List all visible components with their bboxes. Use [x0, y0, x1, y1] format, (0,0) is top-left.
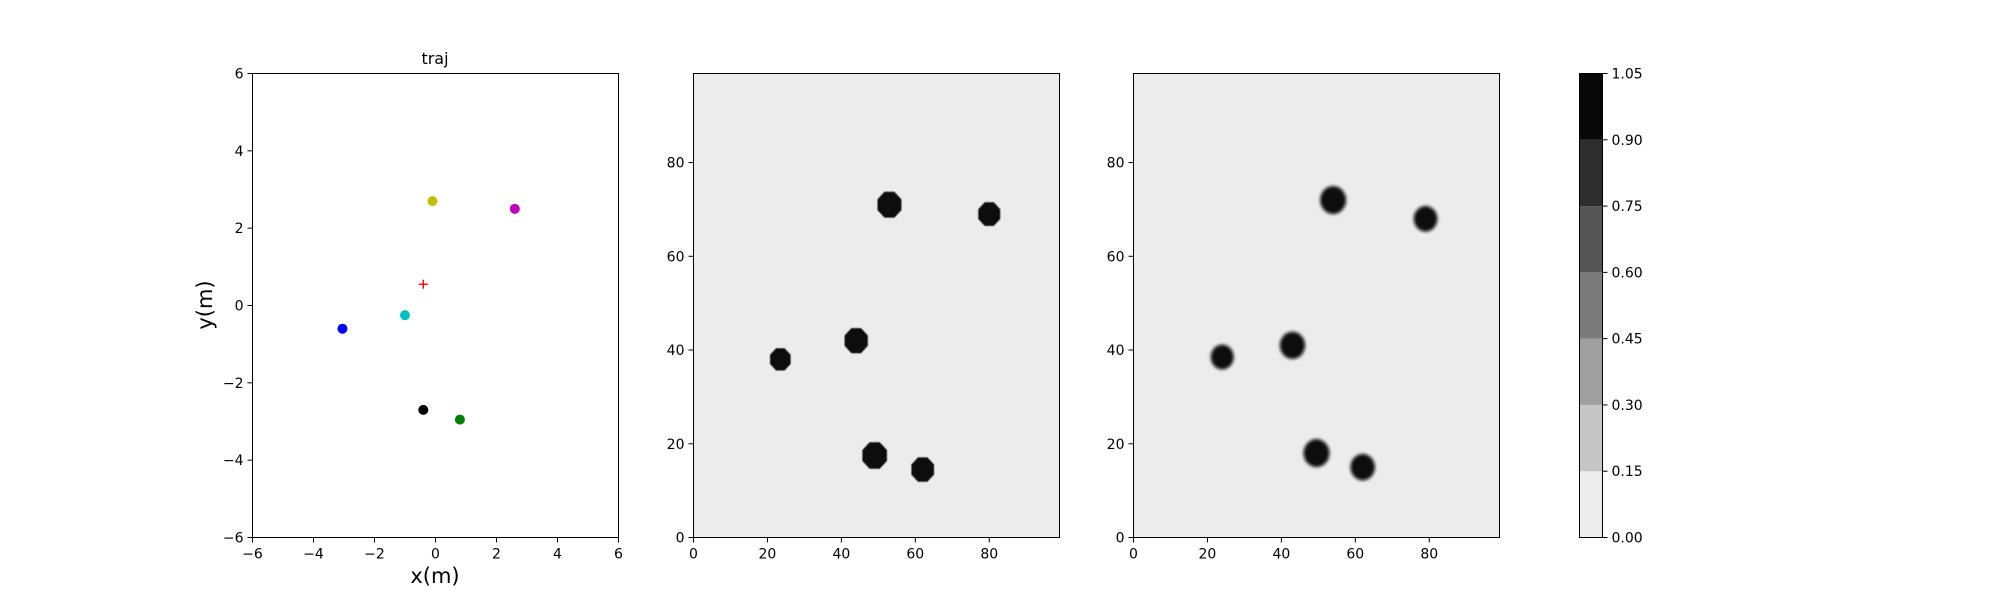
y-tick-label: −6: [223, 531, 244, 547]
y-tick-label: 80: [1107, 156, 1125, 172]
obstacle-blob: [844, 328, 868, 354]
y-tick-label: 80: [667, 156, 685, 172]
target-marker: [418, 279, 428, 289]
obstacle-blob: [1320, 186, 1347, 215]
map-panel-smoothed: 0 20 40 60 80 0 20 40 60 80: [1107, 73, 1500, 563]
y-tick-label: −2: [223, 376, 244, 392]
colorbar: 0.00 0.15 0.30 0.45 0.60 0.75 0.90 1.05: [1579, 67, 1643, 547]
x-tick-label: 40: [832, 547, 850, 563]
obstacle-blob: [1350, 454, 1375, 481]
x-tick-label: 6: [614, 547, 623, 563]
x-tick-label: 20: [759, 547, 777, 563]
obstacle-blob: [1303, 439, 1330, 468]
colorbar-band: [1579, 139, 1603, 207]
colorbar-tick-label: 0.30: [1612, 398, 1643, 414]
y-tick-label: 0: [235, 299, 244, 315]
y-tick-label: 60: [1107, 249, 1125, 265]
obstacle-blob: [911, 457, 934, 482]
obstacle-blob: [978, 202, 1001, 226]
colorbar-bands: [1579, 73, 1603, 538]
map-smoothed-frame: [1133, 73, 1500, 538]
agent-point: [418, 404, 429, 415]
traj-title: traj: [421, 49, 448, 68]
agent-point: [454, 414, 465, 425]
traj-x-axis-label: x(m): [410, 564, 459, 588]
colorbar-tick-label: 0.75: [1612, 199, 1643, 215]
y-tick-label: 40: [667, 343, 685, 359]
x-tick-label: 40: [1272, 547, 1290, 563]
traj-y-axis-label: y(m): [193, 280, 217, 329]
colorbar-tick-label: 0.00: [1612, 531, 1643, 547]
obstacle-blob: [862, 442, 887, 469]
obstacle-blob: [770, 348, 791, 371]
y-tick-label: 60: [667, 249, 685, 265]
colorbar-frame: [1579, 73, 1603, 538]
map-smoothed-blobs: [1210, 186, 1438, 481]
y-tick-label: 20: [667, 437, 685, 453]
colorbar-ticks: 0.00 0.15 0.30 0.45 0.60 0.75 0.90 1.05: [1602, 67, 1643, 547]
x-tick-label: 4: [553, 547, 562, 563]
colorbar-band: [1579, 338, 1603, 405]
agent-point: [427, 196, 438, 207]
x-tick-label: −4: [303, 547, 324, 563]
traj-plot-frame: [252, 73, 619, 538]
colorbar-band: [1579, 471, 1603, 538]
x-tick-label: 0: [689, 547, 698, 563]
x-tick-label: 60: [1346, 547, 1364, 563]
traj-panel: traj x(m) y(m) −6 −4 −2 0 2 4 6 −6 −4 −2 0 2 4 6: [193, 49, 623, 588]
x-tick-label: −2: [364, 547, 385, 563]
y-tick-label: 0: [676, 531, 685, 547]
colorbar-tick-label: 0.45: [1612, 332, 1643, 348]
x-tick-label: 2: [492, 547, 501, 563]
x-tick-label: 20: [1199, 547, 1217, 563]
map-raw-blobs: [770, 191, 1001, 482]
map-smoothed-background: [1133, 73, 1500, 538]
agent-point: [509, 203, 520, 214]
obstacle-blob: [1413, 206, 1438, 232]
obstacle-blob: [1279, 331, 1306, 359]
y-tick-label: 0: [1116, 531, 1125, 547]
colorbar-band: [1579, 73, 1603, 140]
x-tick-label: 0: [431, 547, 440, 563]
map-panel-raw: 0 20 40 60 80 0 20 40 60 80: [667, 73, 1060, 563]
colorbar-tick-label: 0.60: [1612, 265, 1643, 281]
colorbar-band: [1579, 206, 1603, 273]
obstacle-blob: [1210, 344, 1234, 370]
traj-points: [337, 196, 520, 425]
map-raw-ticks: 0 20 40 60 80 0 20 40 60 80: [667, 156, 998, 563]
colorbar-tick-label: 1.05: [1612, 67, 1643, 83]
agent-point: [400, 310, 410, 321]
traj-ticks: −6 −4 −2 0 2 4 6 −6 −4 −2 0 2 4 6: [223, 67, 623, 563]
map-raw-frame: [693, 73, 1060, 538]
agent-point: [337, 323, 348, 334]
x-tick-label: 80: [980, 547, 998, 563]
y-tick-label: 6: [235, 67, 244, 83]
y-tick-label: −4: [223, 453, 244, 469]
colorbar-tick-label: 0.15: [1612, 464, 1643, 480]
y-tick-label: 40: [1107, 343, 1125, 359]
x-tick-label: 0: [1129, 547, 1138, 563]
colorbar-tick-label: 0.90: [1612, 133, 1643, 149]
y-tick-label: 20: [1107, 437, 1125, 453]
x-tick-label: −6: [242, 547, 263, 563]
y-tick-label: 2: [235, 221, 244, 237]
y-tick-label: 4: [235, 144, 244, 160]
colorbar-band: [1579, 272, 1603, 339]
obstacle-blob: [877, 191, 902, 218]
map-smoothed-ticks: 0 20 40 60 80 0 20 40 60 80: [1107, 156, 1438, 563]
x-tick-label: 60: [906, 547, 924, 563]
x-tick-label: 80: [1420, 547, 1438, 563]
colorbar-band: [1579, 404, 1603, 472]
